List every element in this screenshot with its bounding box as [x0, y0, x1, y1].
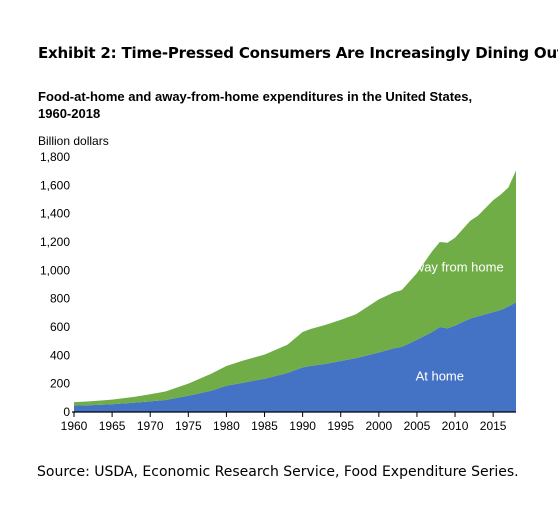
area-layers	[74, 170, 516, 412]
axes: 0 200 400 600 800 1,000 1,200 1,400 1,600 1,800 19…	[40, 150, 516, 433]
series-labels: Away from home At home	[406, 260, 503, 384]
x-tick-label: 2000	[365, 419, 392, 433]
chart-title-line2: 1960-2018	[38, 106, 101, 121]
x-tick-label: 1960	[61, 419, 88, 433]
x-tick-label: 1985	[251, 419, 278, 433]
x-tick-label: 2010	[442, 419, 469, 433]
y-tick-label: 600	[50, 320, 70, 334]
x-tick-label: 2005	[404, 419, 431, 433]
y-axis-unit-label: Billion dollars	[38, 134, 109, 148]
y-tick-label: 1,800	[40, 150, 70, 164]
y-tick-label: 800	[50, 292, 70, 306]
chart-title-line1: Food-at-home and away-from-home expendit…	[38, 89, 473, 104]
exhibit-title: Exhibit 2: Time-Pressed Consumers Are In…	[38, 44, 558, 62]
series-label-at-home: At home	[416, 369, 464, 384]
source-note: Source: USDA, Economic Research Service,…	[37, 464, 519, 480]
area-at-home	[74, 302, 516, 412]
y-tick-label: 1,600	[40, 178, 70, 192]
series-label-away-from-home: Away from home	[406, 260, 503, 275]
x-tick-label: 1990	[289, 419, 316, 433]
x-tick-label: 1975	[175, 419, 202, 433]
area-away-from-home	[74, 170, 516, 406]
chart-title: Food-at-home and away-from-home expendit…	[38, 88, 538, 122]
x-tick-label: 1980	[213, 419, 240, 433]
y-tick-label: 1,200	[40, 235, 70, 249]
y-tick-label: 400	[50, 348, 70, 362]
x-tick-label: 2015	[480, 419, 507, 433]
x-tick-label: 1965	[99, 419, 126, 433]
y-tick-label: 200	[50, 377, 70, 391]
y-tick-label: 0	[63, 405, 70, 419]
y-tick-label: 1,400	[40, 207, 70, 221]
x-tick-label: 1970	[137, 419, 164, 433]
x-tick-label: 1995	[327, 419, 354, 433]
y-tick-label: 1,000	[40, 263, 70, 277]
